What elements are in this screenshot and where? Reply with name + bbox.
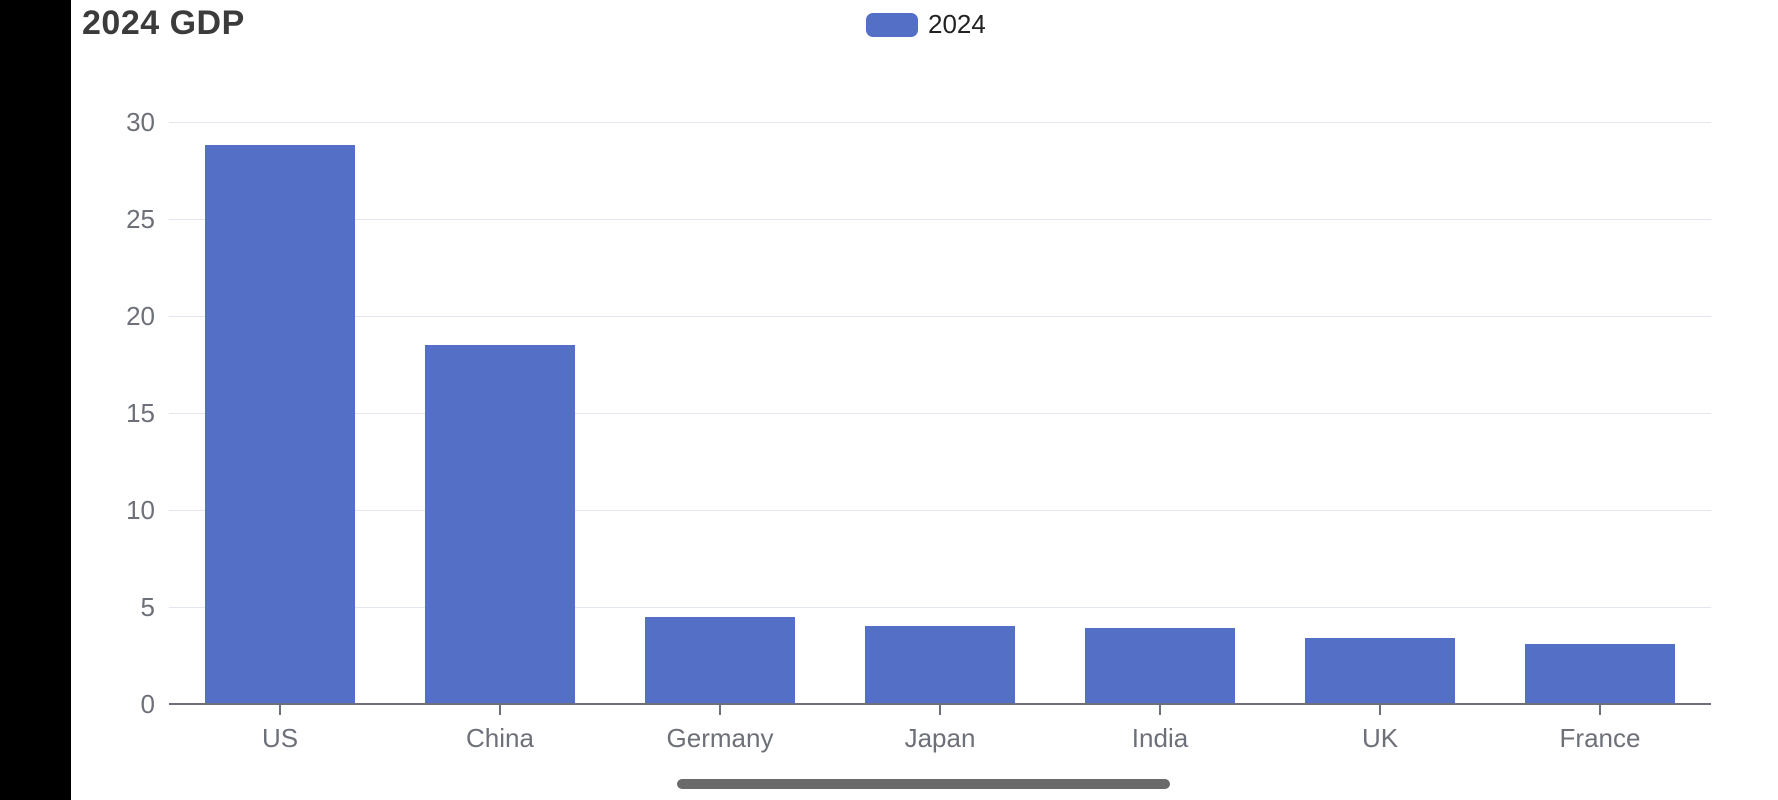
x-axis-tick-japan	[939, 705, 941, 715]
x-axis-line	[169, 703, 1711, 705]
y-axis-tick-label-15: 15	[126, 398, 155, 428]
x-axis-label-japan: Japan	[904, 723, 976, 753]
y-axis-tick-label-30: 30	[126, 107, 155, 137]
y-axis-tick-label-10: 10	[126, 495, 155, 525]
bar-india[interactable]	[1085, 628, 1235, 704]
gridline-5	[169, 607, 1711, 608]
x-axis-tick-uk	[1379, 705, 1381, 715]
gridline-10	[169, 510, 1711, 511]
gridline-15	[169, 413, 1711, 414]
x-axis-label-us: US	[261, 723, 299, 753]
gridline-20	[169, 316, 1711, 317]
legend-label: 2024	[928, 9, 986, 39]
gridline-25	[169, 219, 1711, 220]
x-axis-label-france: France	[1559, 723, 1641, 753]
bar-us[interactable]	[205, 145, 355, 704]
bar-germany[interactable]	[645, 617, 795, 704]
legend-item-2024[interactable]: 2024	[866, 9, 986, 40]
legend-swatch-icon	[866, 12, 918, 37]
bar-france[interactable]	[1525, 644, 1675, 704]
x-axis-tick-france	[1599, 705, 1601, 715]
bar-japan[interactable]	[865, 626, 1015, 704]
x-axis-tick-germany	[719, 705, 721, 715]
x-axis-label-uk: UK	[1361, 723, 1399, 753]
x-axis-tick-china	[499, 705, 501, 715]
y-axis-tick-label-0: 0	[140, 689, 155, 719]
chart-title: 2024 GDP	[82, 4, 245, 42]
bar-china[interactable]	[425, 345, 575, 704]
y-axis-tick-label-25: 25	[126, 204, 155, 234]
x-axis-tick-us	[279, 705, 281, 715]
x-axis-tick-india	[1159, 705, 1161, 715]
gridline-30	[169, 122, 1711, 123]
bar-uk[interactable]	[1305, 638, 1455, 704]
y-axis-tick-label-5: 5	[140, 592, 155, 622]
letterbox-strip	[0, 0, 71, 800]
y-axis-tick-label-20: 20	[126, 301, 155, 331]
x-axis-label-germany: Germany	[666, 723, 774, 753]
x-axis-label-china: China	[466, 723, 534, 753]
horizontal-scrollbar-thumb[interactable]	[677, 779, 1170, 789]
x-axis-label-india: India	[1131, 723, 1189, 753]
